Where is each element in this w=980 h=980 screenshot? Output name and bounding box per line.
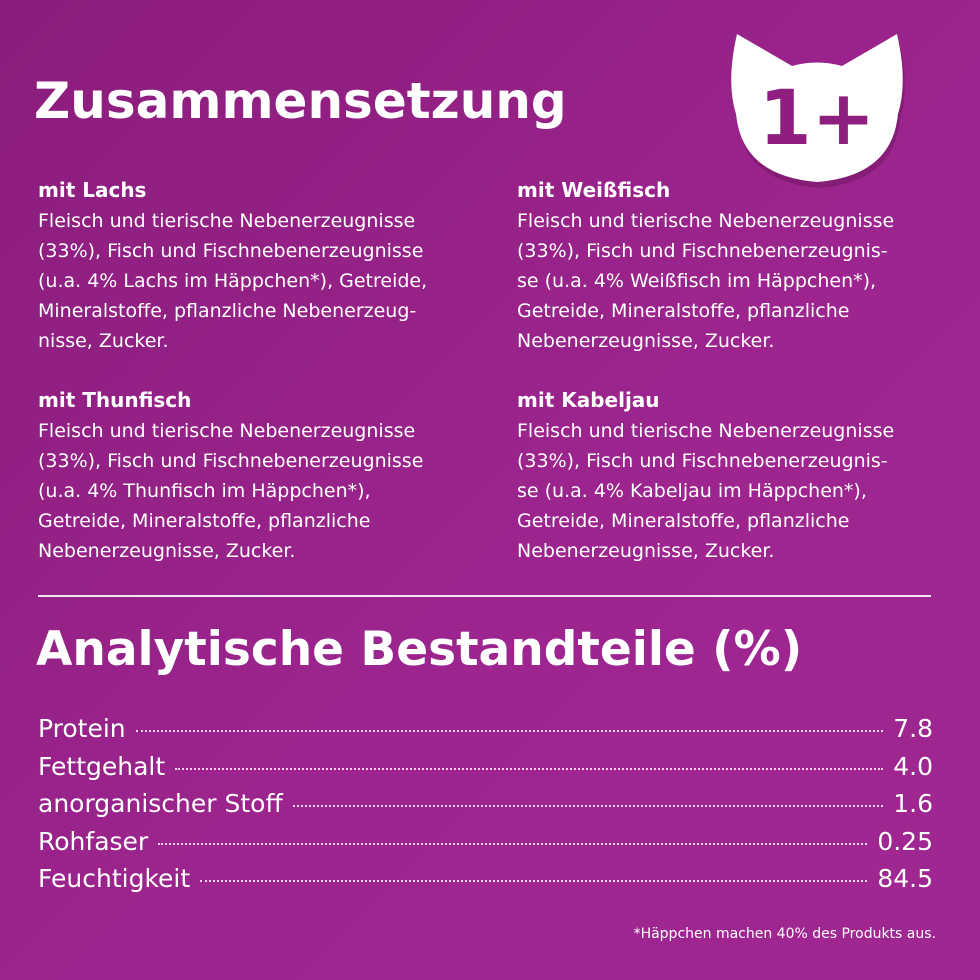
badge-label: 1+ [759, 73, 876, 162]
section-line: Nebenerzeugnisse, Zucker. [517, 330, 775, 352]
section-heading: mit Lachs [38, 178, 147, 202]
analysis-row: Rohfaser 0.25 [38, 827, 933, 865]
section-line: Getreide, Mineralstoffe, pflanzliche [38, 510, 371, 532]
section-line: Fleisch und tierische Nebenerzeugnisse [38, 210, 416, 232]
section-heading: mit Thunfisch [38, 388, 192, 412]
row-label: Protein [38, 714, 126, 743]
analysis-row: Protein 7.8 [38, 714, 933, 752]
section-line: (33%), Fisch und Fischnebenerzeugnis- [517, 450, 888, 472]
section-line: Nebenerzeugnisse, Zucker. [517, 540, 775, 562]
composition-section: mit Lachs Fleisch und tierische Nebenerze… [38, 174, 483, 356]
row-value: 7.8 [893, 714, 933, 743]
section-line: se (u.a. 4% Weißfisch im Häppchen*), [517, 270, 877, 292]
section-line: Fleisch und tierische Nebenerzeugnisse [517, 210, 895, 232]
section-line: nisse, Zucker. [38, 330, 169, 352]
section-line: (u.a. 4% Lachs im Häppchen*), Getreide, [38, 270, 428, 292]
section-line: Nebenerzeugnisse, Zucker. [38, 540, 296, 562]
age-badge: 1+ [731, 34, 905, 188]
section-line: Fleisch und tierische Nebenerzeugnisse [38, 420, 416, 442]
section-line: se (u.a. 4% Kabeljau im Häppchen*), [517, 480, 867, 502]
title: Zusammensetzung [34, 72, 567, 130]
section-line: Fleisch und tierische Nebenerzeugnisse [517, 420, 895, 442]
composition-section: mit Kabeljau Fleisch und tierische Nebene… [517, 384, 962, 566]
section-line: Getreide, Mineralstoffe, pflanzliche [517, 300, 850, 322]
dot-leader [200, 880, 868, 882]
dot-leader [158, 842, 868, 845]
dot-leader [135, 730, 884, 732]
composition-section: mit Weißfisch Fleisch und tierische Neben… [517, 174, 962, 356]
section-line: (33%), Fisch und Fischnebenerzeugnis- [517, 240, 888, 262]
composition-section: mit Thunfisch Fleisch und tierische Neben… [38, 384, 483, 566]
analysis-title: Analytische Bestandteile (%) [36, 622, 803, 677]
row-label: Rohfaser [38, 826, 149, 856]
footnote: *Häppchen machen 40% des Produkts aus. [633, 926, 936, 942]
section-line: Getreide, Mineralstoffe, pflanzliche [517, 510, 850, 532]
row-value: 0.25 [877, 826, 933, 856]
section-line: Mineralstoffe, pflanzliche Nebenerzeug- [38, 300, 417, 322]
section-line: (u.a. 4% Thunfisch im Häppchen*), [38, 480, 371, 502]
row-label: Fettgehalt [38, 751, 166, 781]
section-heading: mit Weißfisch [517, 178, 671, 202]
row-value: 4.0 [893, 751, 933, 781]
dot-leader [175, 767, 884, 770]
row-label: anorganischer Stoff [38, 789, 283, 818]
analysis-row: Feuchtigkeit 84.5 [38, 864, 933, 902]
row-value: 1.6 [893, 789, 933, 818]
section-line: (33%), Fisch und Fischnebenerzeugnisse [38, 240, 424, 262]
dot-leader [292, 805, 884, 807]
row-value: 84.5 [877, 864, 933, 893]
analysis-table: Protein 7.8 Fettgehalt 4.0 anorganischer Sto… [38, 714, 933, 902]
analysis-row: anorganischer Stoff 1.6 [38, 789, 933, 827]
section-line: (33%), Fisch und Fischnebenerzeugnisse [38, 450, 424, 472]
analysis-row: Fettgehalt 4.0 [38, 752, 933, 790]
row-label: Feuchtigkeit [38, 864, 191, 893]
divider [38, 595, 931, 597]
section-heading: mit Kabeljau [517, 388, 660, 412]
